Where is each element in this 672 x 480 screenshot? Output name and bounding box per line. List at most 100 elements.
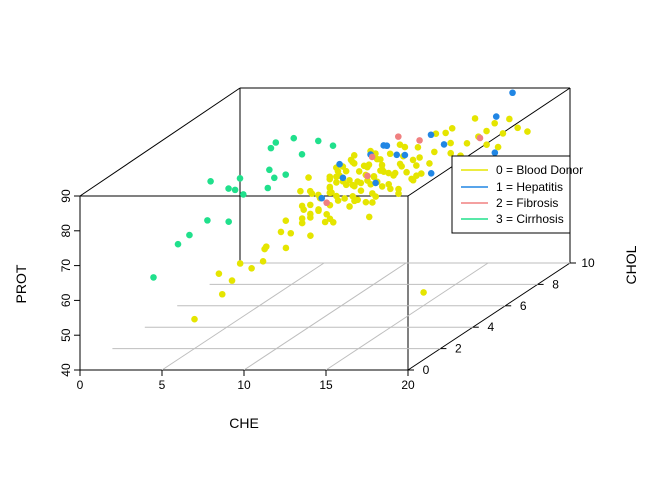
point-series-1: [372, 179, 379, 187]
point-series-0: [341, 195, 348, 202]
floor-grid: [112, 262, 570, 371]
point-series-0: [354, 196, 362, 204]
y-tick-label: 10: [581, 256, 595, 270]
point-series-3: [186, 231, 193, 239]
point-series-0: [414, 144, 422, 151]
legend-item-1: 1 = Hepatitis: [461, 180, 563, 194]
x-tick-label: 10: [237, 378, 251, 392]
point-series-0: [334, 197, 342, 204]
floor-right-edge: [407, 262, 571, 371]
point-series-0: [426, 160, 433, 167]
point-series-0: [329, 218, 337, 226]
point-series-1: [427, 170, 435, 177]
z-tick-label: 60: [59, 293, 73, 307]
point-series-0: [326, 173, 334, 181]
point-series-0: [346, 176, 353, 184]
point-series-0: [355, 168, 363, 175]
point-series-3: [236, 175, 244, 182]
point-series-0: [298, 215, 306, 222]
point-series-0: [228, 277, 236, 284]
point-series-3: [266, 166, 273, 174]
point-series-0: [378, 165, 386, 173]
point-series-0: [277, 228, 285, 236]
point-series-0: [333, 179, 340, 186]
point-series-3: [264, 184, 272, 192]
y-tick-label: 6: [520, 299, 527, 313]
point-series-0: [248, 265, 255, 272]
axis-ticks: 0 5 10 15 20 40 50 60 70 80 90 0 2 4 6 8 10: [59, 189, 595, 392]
point-series-0: [305, 174, 312, 181]
point-series-2: [416, 137, 423, 144]
point-series-3: [290, 134, 298, 142]
y-tick-label: 2: [455, 342, 462, 356]
point-series-0: [307, 201, 314, 209]
point-series-3: [174, 240, 182, 248]
top-right-edge: [407, 87, 571, 197]
point-series-0: [483, 141, 490, 148]
point-series-3: [271, 174, 278, 182]
point-series-3: [231, 186, 239, 194]
legend-label: 0 = Blood Donor: [496, 163, 583, 177]
point-series-1: [401, 151, 409, 159]
point-series-3: [150, 274, 157, 281]
point-series-0: [307, 214, 314, 221]
point-series-0: [408, 175, 415, 183]
point-series-0: [499, 130, 507, 137]
point-series-0: [447, 149, 455, 157]
point-series-0: [442, 129, 449, 137]
legend-item-0: 0 = Blood Donor: [461, 163, 583, 177]
point-series-0: [360, 162, 368, 170]
point-series-0: [350, 152, 358, 159]
point-series-0: [494, 143, 502, 151]
point-series-1: [440, 141, 448, 148]
top-left-edge: [79, 87, 241, 197]
point-series-0: [342, 181, 350, 189]
legend-label: 3 = Cirrhosis: [496, 212, 564, 226]
point-series-1: [393, 151, 401, 159]
y-tick-label: 0: [423, 363, 430, 377]
point-series-0: [287, 229, 295, 237]
point-series-0: [385, 180, 393, 188]
point-series-0: [416, 154, 423, 161]
point-series-0: [215, 270, 223, 277]
point-series-3: [225, 185, 232, 192]
point-series-2: [395, 133, 402, 140]
point-series-0: [307, 232, 314, 239]
point-series-0: [300, 206, 308, 213]
legend-item-2: 2 = Fibrosis: [461, 196, 558, 210]
point-series-1: [509, 89, 516, 97]
point-series-0: [385, 169, 392, 177]
point-series-0: [342, 167, 350, 175]
point-series-3: [267, 144, 275, 152]
point-series-0: [315, 206, 322, 213]
point-series-0: [378, 183, 386, 190]
point-series-0: [491, 119, 498, 127]
point-series-0: [369, 199, 376, 206]
point-series-0: [471, 115, 479, 122]
point-series-0: [354, 178, 361, 185]
z-tick-label: 50: [59, 328, 73, 342]
point-series-0: [282, 217, 290, 224]
point-series-0: [351, 182, 358, 190]
x-tick-label: 5: [159, 378, 166, 392]
legend-label: 1 = Hepatitis: [496, 180, 563, 194]
legend-item-3: 3 = Cirrhosis: [461, 212, 564, 226]
point-series-0: [364, 177, 371, 184]
legend-box: [451, 155, 571, 234]
y-axis-title: CHOL: [623, 245, 639, 284]
point-series-0: [362, 198, 370, 206]
x-axis-title: CHE: [229, 415, 259, 431]
point-series-1: [491, 149, 499, 156]
point-series-0: [259, 258, 267, 265]
point-series-0: [395, 190, 402, 197]
point-series-0: [346, 203, 353, 210]
point-series-0: [401, 143, 409, 151]
point-series-0: [365, 213, 373, 221]
x-tick-label: 20: [401, 378, 415, 392]
z-tick-label: 40: [59, 363, 73, 377]
point-series-1: [492, 113, 500, 120]
point-series-3: [314, 137, 322, 145]
point-series-2: [323, 199, 330, 207]
point-series-0: [321, 218, 329, 226]
point-series-0: [191, 315, 198, 323]
